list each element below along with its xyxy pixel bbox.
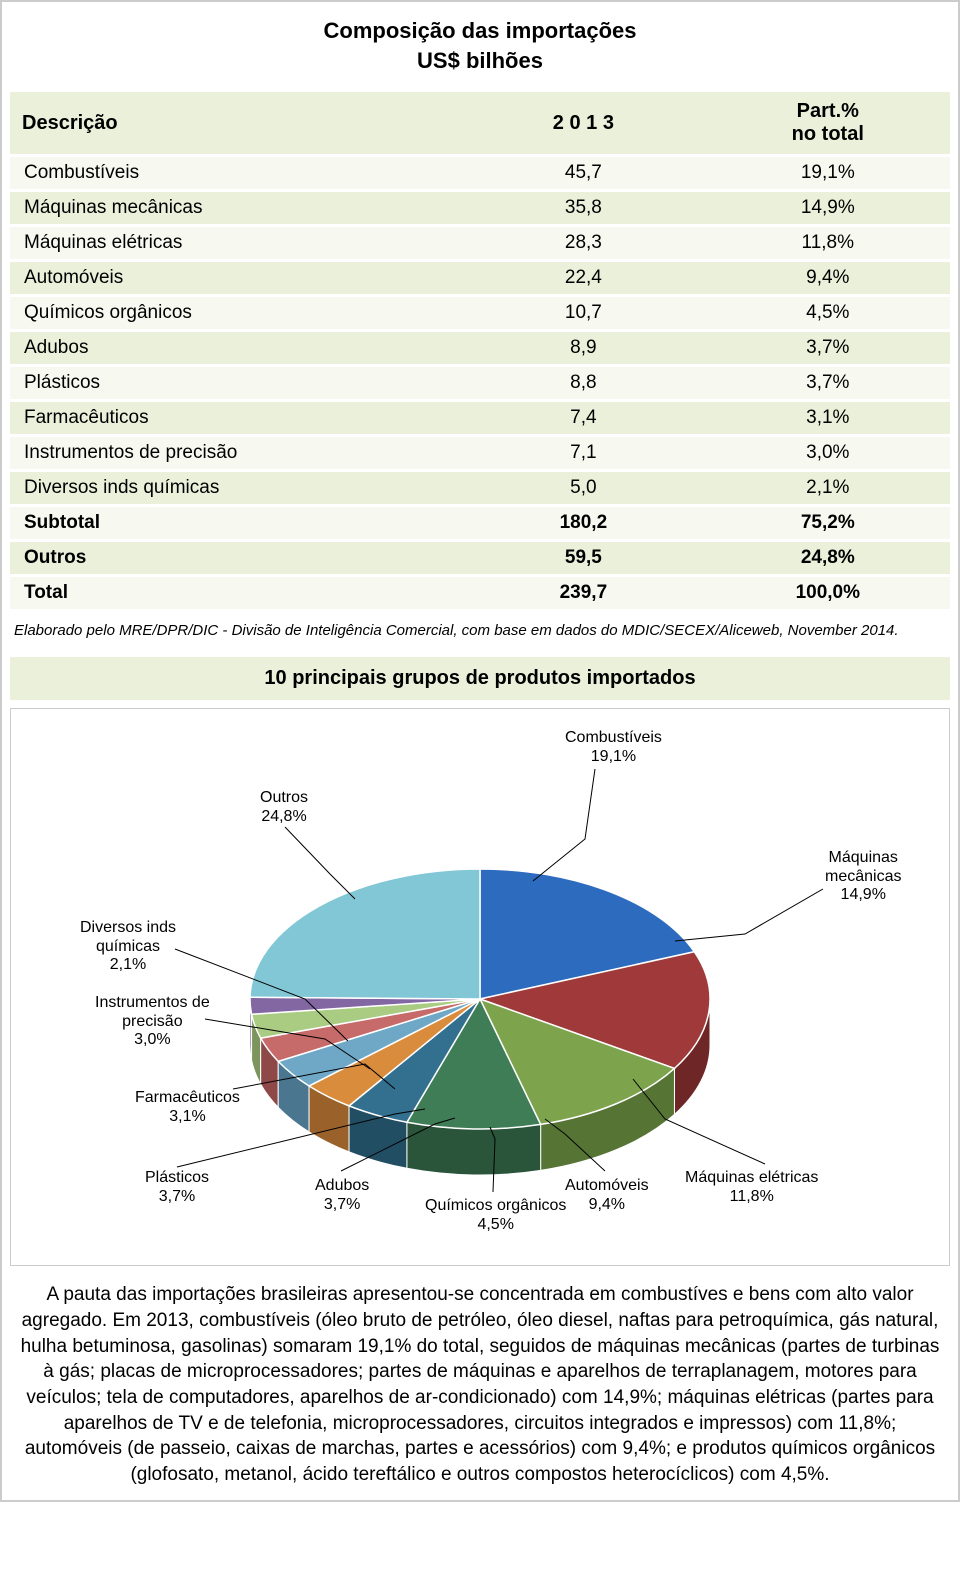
chart-title: 10 principais grupos de produtos importa… bbox=[10, 657, 950, 700]
pie-label: Plásticos3,7% bbox=[145, 1169, 209, 1206]
cell-desc: Diversos inds químicas bbox=[10, 472, 461, 504]
pie-label: Adubos3,7% bbox=[315, 1177, 369, 1214]
table-row: Plásticos8,83,7% bbox=[10, 367, 950, 399]
col-share: Part.% no total bbox=[706, 92, 950, 154]
pie-side bbox=[407, 1123, 541, 1176]
cell-val: 7,4 bbox=[461, 402, 705, 434]
col-share-text: Part.% no total bbox=[718, 100, 938, 146]
cell-desc: Combustíveis bbox=[10, 157, 461, 189]
leader-line bbox=[675, 889, 823, 941]
cell-pct: 24,8% bbox=[706, 542, 950, 574]
cell-desc: Automóveis bbox=[10, 262, 461, 294]
cell-desc: Máquinas mecânicas bbox=[10, 192, 461, 224]
table-total-row: Total239,7100,0% bbox=[10, 577, 950, 609]
cell-pct: 14,9% bbox=[706, 192, 950, 224]
pie-label: Outros24,8% bbox=[260, 789, 308, 826]
cell-val: 28,3 bbox=[461, 227, 705, 259]
source-note: Elaborado pelo MRE/DPR/DIC - Divisão de … bbox=[10, 612, 950, 657]
analysis-paragraph: A pauta das importações brasileiras apre… bbox=[10, 1280, 950, 1491]
cell-desc: Máquinas elétricas bbox=[10, 227, 461, 259]
cell-desc: Plásticos bbox=[10, 367, 461, 399]
page-container: Composição das importações US$ bilhões D… bbox=[0, 0, 960, 1502]
cell-pct: 19,1% bbox=[706, 157, 950, 189]
cell-val: 35,8 bbox=[461, 192, 705, 224]
table-total-row: Outros59,524,8% bbox=[10, 542, 950, 574]
table-row: Químicos orgânicos10,74,5% bbox=[10, 297, 950, 329]
cell-pct: 100,0% bbox=[706, 577, 950, 609]
pie-slice bbox=[250, 869, 480, 999]
cell-pct: 3,7% bbox=[706, 367, 950, 399]
table-row: Máquinas mecânicas35,814,9% bbox=[10, 192, 950, 224]
table-total-row: Subtotal180,275,2% bbox=[10, 507, 950, 539]
cell-pct: 4,5% bbox=[706, 297, 950, 329]
leader-line bbox=[285, 827, 355, 899]
table-row: Farmacêuticos7,43,1% bbox=[10, 402, 950, 434]
cell-pct: 2,1% bbox=[706, 472, 950, 504]
pie-label: Diversos indsquímicas2,1% bbox=[80, 919, 176, 974]
title-line-1: Composição das importações bbox=[10, 16, 950, 46]
chart-container: Combustíveis19,1% Máquinasmecânicas14,9% M… bbox=[10, 708, 950, 1266]
col-year: 2 0 1 3 bbox=[461, 92, 705, 154]
table-row: Adubos8,93,7% bbox=[10, 332, 950, 364]
col-desc: Descrição bbox=[10, 92, 461, 154]
chart-inner: Combustíveis19,1% Máquinasmecânicas14,9% M… bbox=[25, 719, 935, 1259]
cell-val: 10,7 bbox=[461, 297, 705, 329]
cell-val: 59,5 bbox=[461, 542, 705, 574]
title-line-2: US$ bilhões bbox=[10, 46, 950, 76]
cell-desc: Total bbox=[10, 577, 461, 609]
pie-label: Automóveis9,4% bbox=[565, 1177, 649, 1214]
cell-desc: Subtotal bbox=[10, 507, 461, 539]
cell-desc: Outros bbox=[10, 542, 461, 574]
page-title: Composição das importações US$ bilhões bbox=[10, 10, 950, 89]
pie-label: Químicos orgânicos4,5% bbox=[425, 1197, 566, 1234]
cell-pct: 11,8% bbox=[706, 227, 950, 259]
cell-val: 7,1 bbox=[461, 437, 705, 469]
cell-val: 8,9 bbox=[461, 332, 705, 364]
table-row: Combustíveis45,719,1% bbox=[10, 157, 950, 189]
cell-val: 45,7 bbox=[461, 157, 705, 189]
leader-line bbox=[533, 769, 595, 881]
imports-table: Descrição 2 0 1 3 Part.% no total Combus… bbox=[10, 89, 950, 612]
pie-label: Instrumentos deprecisão3,0% bbox=[95, 994, 210, 1049]
table-row: Diversos inds químicas5,02,1% bbox=[10, 472, 950, 504]
cell-pct: 3,7% bbox=[706, 332, 950, 364]
cell-val: 180,2 bbox=[461, 507, 705, 539]
pie-label: Máquinas elétricas11,8% bbox=[685, 1169, 818, 1206]
table-row: Automóveis22,49,4% bbox=[10, 262, 950, 294]
cell-desc: Químicos orgânicos bbox=[10, 297, 461, 329]
cell-pct: 9,4% bbox=[706, 262, 950, 294]
cell-val: 8,8 bbox=[461, 367, 705, 399]
table-header-row: Descrição 2 0 1 3 Part.% no total bbox=[10, 92, 950, 154]
cell-val: 239,7 bbox=[461, 577, 705, 609]
cell-desc: Farmacêuticos bbox=[10, 402, 461, 434]
cell-pct: 3,1% bbox=[706, 402, 950, 434]
table-row: Máquinas elétricas28,311,8% bbox=[10, 227, 950, 259]
cell-val: 5,0 bbox=[461, 472, 705, 504]
cell-pct: 3,0% bbox=[706, 437, 950, 469]
cell-desc: Adubos bbox=[10, 332, 461, 364]
pie-label: Combustíveis19,1% bbox=[565, 729, 662, 766]
cell-pct: 75,2% bbox=[706, 507, 950, 539]
cell-val: 22,4 bbox=[461, 262, 705, 294]
pie-label: Máquinasmecânicas14,9% bbox=[825, 849, 901, 904]
pie-label: Farmacêuticos3,1% bbox=[135, 1089, 240, 1126]
cell-desc: Instrumentos de precisão bbox=[10, 437, 461, 469]
table-row: Instrumentos de precisão7,13,0% bbox=[10, 437, 950, 469]
